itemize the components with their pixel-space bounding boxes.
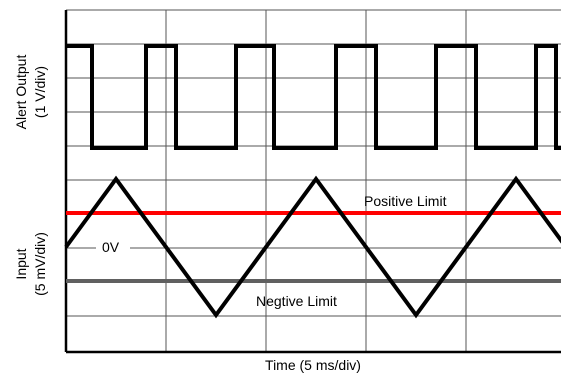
positive-limit-label: Positive Limit xyxy=(364,193,447,209)
input-triangle-trace xyxy=(64,175,561,319)
input-ylabel-line1: Input xyxy=(13,248,29,279)
zero-label-background xyxy=(96,236,130,256)
input-ylabel-line2: (5 mV/div) xyxy=(32,232,48,296)
alert-ylabel-line2: (1 V/div) xyxy=(32,66,48,118)
alert-output-trace xyxy=(66,44,561,150)
zero-volt-label: 0V xyxy=(102,239,120,255)
negative-limit-label: Negtive Limit xyxy=(256,293,337,309)
alert-ylabel-line1: Alert Output xyxy=(13,55,29,130)
x-axis-label: Time (5 ms/div) xyxy=(265,357,361,373)
